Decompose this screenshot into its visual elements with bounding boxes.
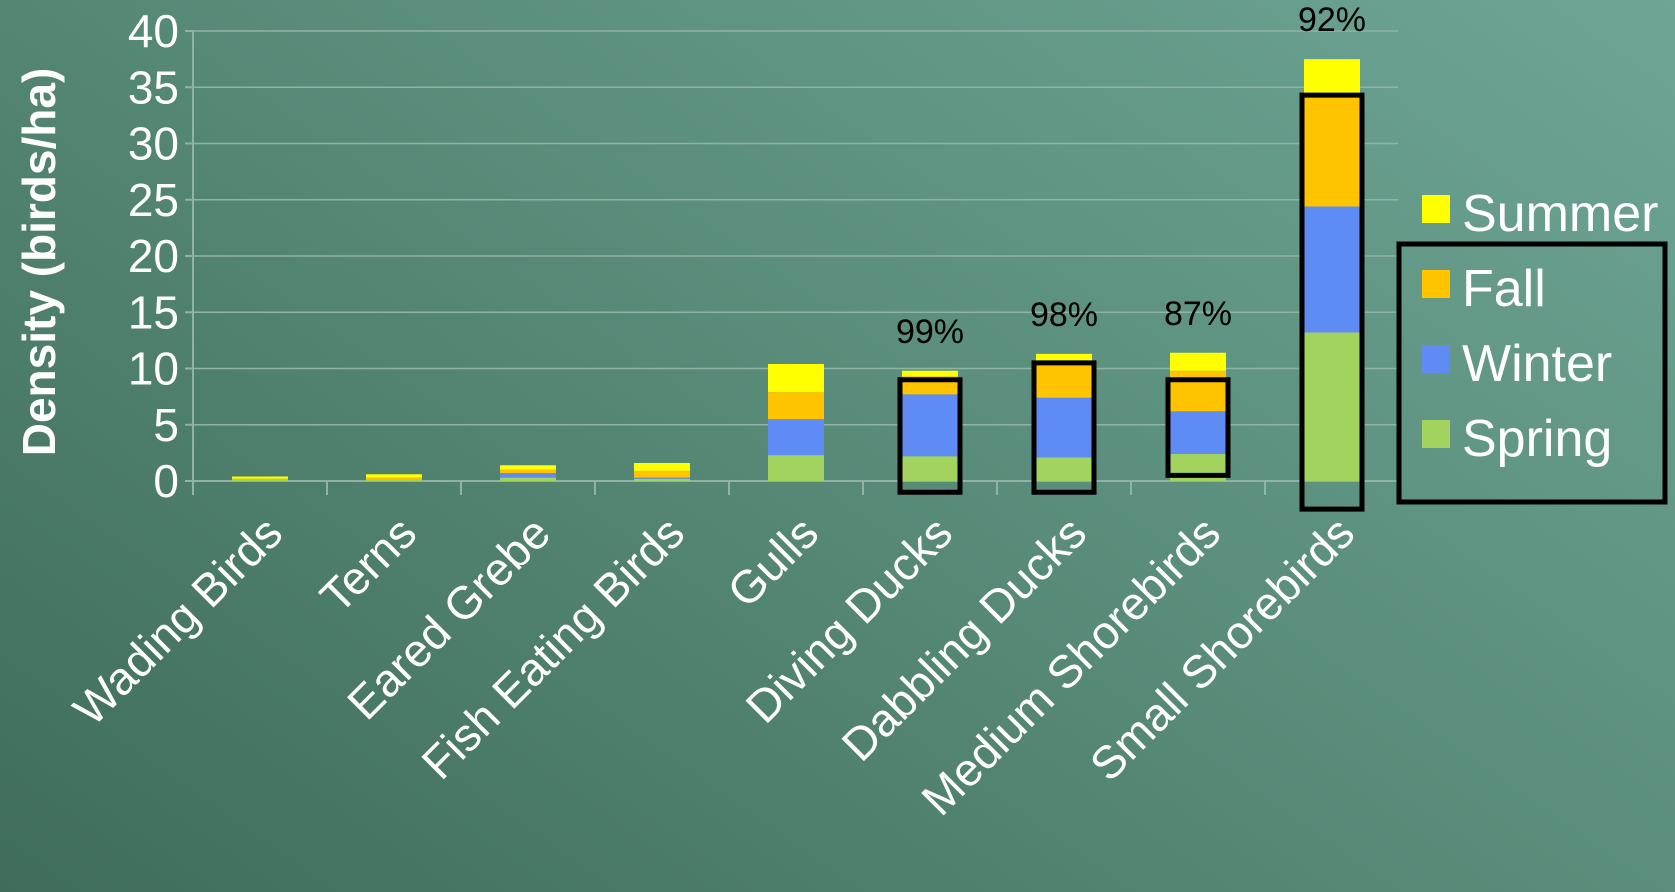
percent-label-dabbling-ducks: 98% (1030, 296, 1098, 334)
legend-fall-winter-spring-box (1396, 241, 1668, 505)
bar-medium-shorebirds-winter (1170, 411, 1226, 454)
bar-dabbling-ducks-spring (1036, 457, 1092, 481)
legend-swatch-summer (1422, 195, 1450, 223)
highlight-box-dabbling-ducks (1031, 360, 1097, 495)
bar-diving-ducks-winter (902, 394, 958, 457)
bar-wading-birds-summer (232, 476, 288, 479)
y-tick-label-10: 10 (128, 343, 179, 395)
legend-label-summer: Summer (1462, 185, 1658, 243)
y-tick-label-40: 40 (128, 5, 179, 57)
bar-terns-summer (366, 474, 422, 478)
percent-label-medium-shorebirds: 87% (1164, 295, 1232, 333)
legend-swatch-winter (1422, 345, 1450, 373)
bars (232, 59, 1360, 481)
bar-eared-grebe-spring (500, 477, 556, 481)
legend-label-winter: Winter (1462, 335, 1612, 393)
bar-diving-ducks-spring (902, 456, 958, 481)
bar-small-shorebirds-summer (1304, 59, 1360, 96)
legend-label-spring: Spring (1462, 410, 1612, 468)
percent-label-small-shorebirds: 92% (1298, 1, 1366, 39)
bar-terns-fall (366, 477, 422, 480)
bar-fish-eating-birds-fall (634, 470, 690, 478)
legend: Summer Fall Winter Spring (1396, 185, 1668, 505)
bar-diving-ducks-summer (902, 370, 958, 377)
category-label-dabbling-ducks: Dabbling Ducks (831, 506, 1096, 771)
category-label-wading-birds: Wading Birds (63, 506, 292, 735)
highlight-box-medium-shorebirds (1165, 377, 1231, 478)
bar-small-shorebirds-spring (1304, 332, 1360, 481)
y-tick-label-5: 5 (153, 399, 179, 451)
bar-fish-eating-birds-winter (634, 477, 690, 479)
y-tick-label-30: 30 (128, 118, 179, 170)
highlight-boxes (897, 92, 1365, 512)
bar-eared-grebe-fall (500, 469, 556, 474)
y-tick-label-0: 0 (153, 455, 179, 507)
legend-label-fall: Fall (1462, 260, 1546, 318)
bar-small-shorebirds-fall (1304, 95, 1360, 207)
percent-labels: 99% 98% 87% 92% (896, 1, 1366, 351)
bar-gulls-summer (768, 364, 824, 393)
bar-gulls-spring (768, 455, 824, 481)
legend-swatch-fall (1422, 270, 1450, 298)
bar-dabbling-ducks-summer (1036, 353, 1092, 364)
y-axis-label: Density (birds/ha) (13, 68, 65, 457)
category-label-terns: Terns (310, 506, 426, 622)
bar-eared-grebe-summer (500, 465, 556, 470)
y-tick-label-20: 20 (128, 230, 179, 282)
highlight-box-small-shorebirds (1299, 92, 1365, 512)
bar-dabbling-ducks-fall (1036, 364, 1092, 398)
legend-swatch-spring (1422, 420, 1450, 448)
bar-fish-eating-birds-spring (634, 478, 690, 481)
bar-wading-birds-fall (232, 478, 288, 480)
bar-fish-eating-birds-summer (634, 463, 690, 471)
percent-label-diving-ducks: 99% (896, 313, 964, 351)
bar-gulls-winter (768, 419, 824, 456)
y-tick-label-35: 35 (128, 61, 179, 113)
bar-small-shorebirds-winter (1304, 206, 1360, 333)
bar-eared-grebe-winter (500, 473, 556, 478)
bar-medium-shorebirds-fall (1170, 370, 1226, 412)
y-tick-label-25: 25 (128, 174, 179, 226)
y-tick-label-15: 15 (128, 286, 179, 338)
bar-dabbling-ducks-winter (1036, 397, 1092, 458)
bar-gulls-fall (768, 392, 824, 420)
bar-wading-birds-spring (232, 479, 288, 481)
category-label-gulls: Gulls (717, 506, 828, 617)
bar-medium-shorebirds-summer (1170, 352, 1226, 371)
highlight-box-diving-ducks (897, 377, 963, 495)
bar-terns-spring (366, 479, 422, 481)
